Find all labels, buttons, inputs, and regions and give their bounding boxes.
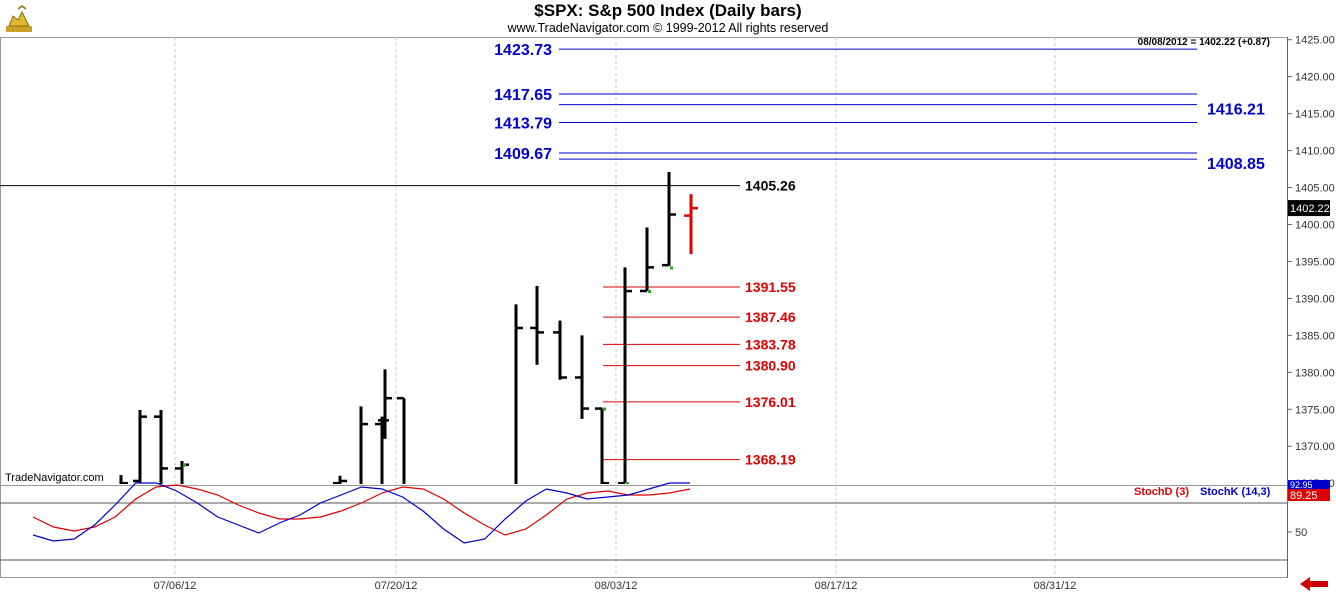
price-bars [119,172,698,594]
date-label: 07/20/12 [375,580,418,592]
signal-marker [670,266,673,270]
date-label: 08/17/12 [815,580,858,592]
axis-tick-label: 1425.00 [1295,35,1335,47]
signal-marker [648,290,651,294]
ohlc-bar-06-28-12 [133,491,147,594]
ohlc-bar-08-03-12 [618,267,632,484]
level-label-1405.26: 1405.26 [745,178,796,194]
axis-tick-label: 1375.00 [1295,404,1335,416]
price-levels: 1423.73 1417.65 1416.21 1413.79 1409.67 1408.… [0,42,1265,468]
date-label: 07/06/12 [154,580,197,592]
level-label-1368.19: 1368.19 [745,452,796,468]
gold-bull-logo-icon [4,4,34,34]
level-label-1376.01: 1376.01 [745,394,796,410]
stoch-d-value-box [1288,489,1330,501]
stoch-d-line [32,484,691,536]
date-label: 08/03/12 [595,580,638,592]
legend-stoch-k: StochK (14,3) [1200,486,1271,498]
ohlc-bar-06-29-12 [133,410,147,484]
level-label-1380.90: 1380.90 [745,358,796,374]
level-label-1416.21: 1416.21 [1207,102,1265,119]
ohlc-bar-07-31-12 [553,320,567,380]
axis-tick-label: 1405.00 [1295,183,1335,195]
ohlc-bar-06-27-12 [119,475,128,484]
ohlc-bar-08-01-12 [575,335,589,419]
ohlc-bar-07-27-12 [514,304,523,484]
axis-tick-label: 1400.00 [1295,219,1335,231]
ohlc-bar-08-08-12 [684,194,698,255]
axis-tick-label: 1390.00 [1295,293,1335,305]
level-label-1383.78: 1383.78 [745,336,796,352]
level-label-1391.55: 1391.55 [745,279,796,295]
stoch-d-value: 89.25 [1290,490,1318,502]
ohlc-bar-07-03-12 [175,461,189,484]
last-price-box [1288,200,1330,217]
red-left-arrow-icon[interactable] [1298,576,1332,592]
level-label-1413.79: 1413.79 [494,116,552,133]
stoch-k-line [32,482,690,544]
ohlc-bar-07-20-12 [397,396,406,484]
level-label-1387.46: 1387.46 [745,309,796,325]
chart-grid [0,37,1288,578]
copyright-text: www.TradeNavigator.com © 1999-2012 All r… [507,21,829,35]
axis-tick-label: 1370.00 [1295,441,1335,453]
date-label: 08/31/12 [1034,580,1077,592]
stoch-k-value-box [1288,480,1330,489]
watermark: TradeNavigator.com [5,472,104,484]
level-label-1417.65: 1417.65 [494,87,552,104]
ohlc-bar-07-19-12 [378,369,392,439]
axis-tick-label: 1410.00 [1295,146,1335,158]
level-label-1409.67: 1409.67 [494,146,552,163]
axis-tick-label: 1420.00 [1295,72,1335,84]
stoch-panel-frame [0,485,1288,578]
legend-stoch-d: StochD (3) [1134,486,1189,498]
last-price-label: 1402.22 [1290,203,1330,215]
signal-marker [603,407,606,411]
date-axis: 07/06/12 07/20/12 08/03/12 08/17/12 08/31/12 [0,577,1287,592]
ohlc-bar-07-18-12 [375,416,389,484]
ohlc-bar-07-10-12 [333,475,347,484]
ohlc-bar-07-02-12 [154,410,168,484]
axis-tick-label: 1385.00 [1295,330,1335,342]
chart-title: $SPX: S&p 500 Index (Daily bars) [534,1,802,20]
ohlc-bar-08-02-12 [595,407,609,484]
stoch-tick-label: 50 [1295,527,1307,539]
stoch-k-value: 92.95 [1290,480,1313,490]
ohlc-bar-08-06-12 [640,227,654,293]
ohlc-bar-07-30-12 [530,285,544,365]
ohlc-bar-08-07-12 [662,172,676,267]
level-label-1423.73: 1423.73 [494,42,552,59]
axis-tick-label: 1415.00 [1295,109,1335,121]
signal-marker [626,482,629,484]
signal-marker [183,463,186,467]
last-quote: 08/08/2012 = 1402.22 (+0.87) [1138,37,1270,48]
ohlc-bar-07-17-12 [359,406,368,484]
axis-tick-label: 1395.00 [1295,256,1335,268]
level-label-1408.85: 1408.85 [1207,156,1265,173]
axis-tick-label: 1380.00 [1295,367,1335,379]
